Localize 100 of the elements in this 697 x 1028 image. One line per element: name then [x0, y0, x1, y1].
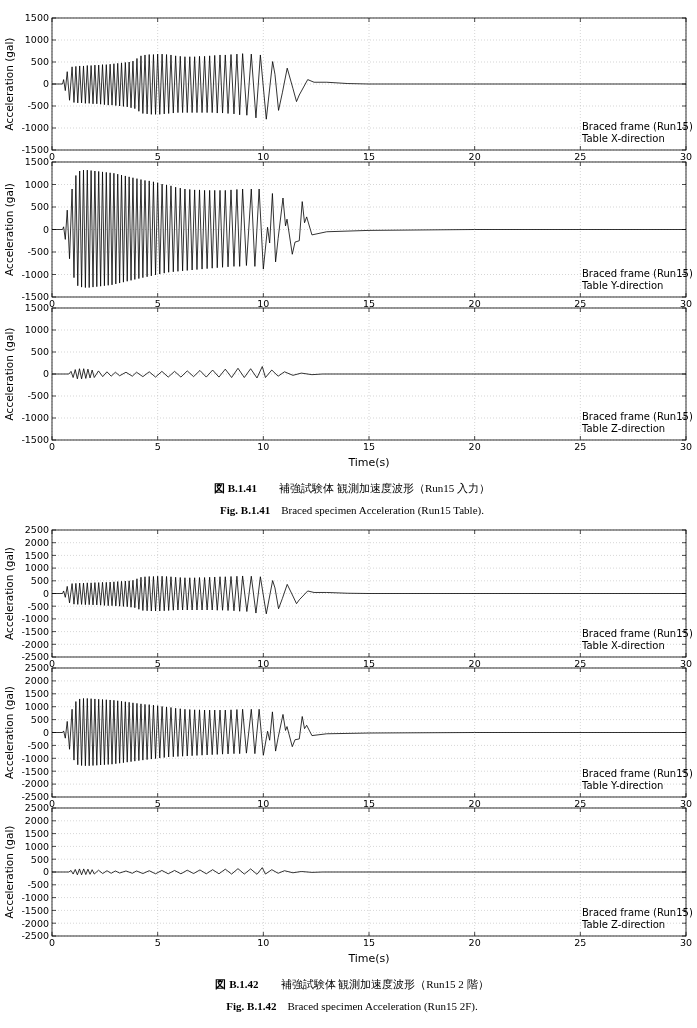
y-tick-label: 500 [30, 575, 49, 587]
y-tick-label: -1000 [21, 268, 49, 280]
annotation: Braced frame (Run15) [582, 768, 693, 779]
annotation: Table Z-direction [581, 919, 666, 930]
annotation: Table X-direction [581, 133, 665, 144]
y-tick-label: -500 [27, 879, 49, 891]
y-tick-label: 1500 [24, 12, 49, 24]
y-tick-label: -500 [27, 739, 49, 751]
y-axis-title: Acceleration (gal) [3, 547, 15, 640]
annotation: Braced frame (Run15) [582, 268, 693, 279]
x-tick-label: 15 [362, 298, 376, 309]
y-tick-label: 0 [42, 587, 49, 599]
y-tick-label: 500 [30, 853, 49, 865]
x-tick-label: 20 [468, 798, 481, 809]
y-tick-label: -1000 [21, 752, 49, 764]
y-tick-label: 0 [42, 726, 49, 738]
x-tick-label: 20 [468, 441, 481, 452]
annotation: Braced frame (Run15) [582, 907, 693, 918]
x-tick-label: 25 [574, 658, 587, 669]
x-tick-label: 10 [257, 658, 270, 669]
y-tick-label: 1500 [24, 156, 49, 168]
x-tick-label: 30 [679, 298, 693, 309]
y-tick-label: 0 [42, 223, 49, 235]
y-axis-title: Acceleration (gal) [3, 825, 15, 919]
x-tick-label: 25 [574, 441, 587, 452]
x-axis-title: Time(s) [347, 952, 390, 965]
x-tick-label: 5 [154, 658, 161, 669]
y-tick-label: 2000 [24, 675, 49, 687]
annotation: Table Z-direction [581, 423, 666, 434]
y-tick-label: 1000 [24, 701, 49, 712]
y-axis-title: Acceleration (gal) [3, 686, 15, 779]
y-tick-label: -2500 [21, 791, 49, 803]
y-tick-label: -1500 [21, 291, 49, 303]
x-tick-label: 30 [679, 441, 693, 452]
y-axis-title: Acceleration (gal) [3, 37, 15, 131]
x-tick-label: 5 [154, 441, 161, 452]
x-tick-label: 25 [574, 151, 587, 162]
x-tick-label: 25 [574, 937, 587, 948]
y-tick-label: -1000 [21, 122, 49, 134]
y-tick-label: -1000 [21, 412, 49, 424]
y-tick-label: -2000 [21, 638, 49, 650]
x-axis-title: Time(s) [347, 456, 390, 469]
x-tick-label: 20 [468, 151, 481, 162]
y-tick-label: 500 [30, 56, 49, 68]
y-tick-label: -500 [27, 246, 49, 258]
x-tick-label: 10 [257, 151, 270, 162]
y-tick-label: -1000 [21, 891, 49, 903]
x-tick-label: 10 [257, 798, 270, 809]
y-tick-label: -1000 [21, 613, 49, 625]
y-tick-label: 1500 [24, 549, 49, 561]
y-tick-label: 0 [42, 368, 49, 380]
annotation: Table X-direction [581, 640, 665, 651]
y-tick-label: -2500 [21, 930, 49, 942]
annotation: Braced frame (Run15) [582, 121, 693, 132]
text: Fig. B.1.42 Braced specimen Acceleration (Run15 2F). [226, 1000, 478, 1013]
annotation: Table Y-direction [581, 780, 664, 791]
y-tick-label: 1500 [24, 827, 49, 839]
y-tick-label: -1500 [21, 144, 49, 156]
x-tick-label: 5 [154, 798, 161, 809]
x-tick-label: 30 [679, 937, 693, 948]
y-tick-label: 1000 [24, 324, 49, 336]
x-tick-label: 5 [154, 151, 161, 162]
y-tick-label: -1500 [21, 904, 49, 916]
annotation: Table Y-direction [581, 280, 664, 291]
y-axis-title: Acceleration (gal) [3, 183, 15, 276]
x-tick-label: 10 [257, 298, 270, 309]
x-tick-label: 20 [468, 298, 481, 309]
y-tick-label: -500 [27, 390, 49, 402]
x-tick-label: 25 [574, 298, 587, 309]
x-tick-label: 20 [468, 658, 481, 669]
y-tick-label: 500 [30, 201, 49, 213]
y-tick-label: 1000 [24, 840, 49, 852]
x-tick-label: 10 [257, 441, 270, 452]
x-tick-label: 30 [679, 658, 693, 669]
y-tick-label: 1500 [24, 688, 49, 700]
y-tick-label: -500 [27, 600, 49, 612]
y-tick-label: -2000 [21, 917, 49, 929]
text: 図 B.1.41 補強試験体 観測加速度波形（Run15 入力） [214, 482, 490, 494]
y-tick-label: -500 [27, 100, 49, 112]
y-tick-label: -2000 [21, 778, 49, 790]
y-tick-label: 0 [42, 866, 49, 878]
x-tick-label: 15 [362, 798, 376, 809]
x-tick-label: 15 [362, 151, 376, 162]
y-tick-label: 2000 [24, 815, 49, 827]
y-tick-label: 500 [30, 713, 49, 725]
y-tick-label: 2500 [24, 662, 49, 674]
annotation: Braced frame (Run15) [582, 411, 693, 422]
x-tick-label: 25 [574, 798, 587, 809]
y-tick-label: 500 [30, 346, 49, 358]
annotation: Braced frame (Run15) [582, 628, 693, 639]
x-tick-label: 30 [679, 151, 693, 162]
y-tick-label: -1500 [21, 625, 49, 637]
x-tick-label: 5 [154, 298, 161, 309]
x-tick-label: 5 [154, 937, 161, 948]
y-tick-label: -1500 [21, 765, 49, 777]
x-tick-label: 15 [362, 658, 376, 669]
y-tick-label: 0 [42, 78, 49, 90]
x-tick-label: 15 [362, 937, 376, 948]
y-axis-title: Acceleration (gal) [3, 327, 15, 421]
y-tick-label: 2000 [24, 537, 49, 548]
